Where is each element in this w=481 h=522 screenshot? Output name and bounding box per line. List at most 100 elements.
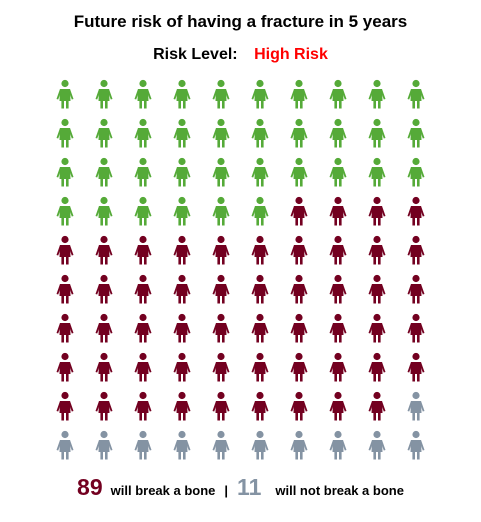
person-icon xyxy=(329,235,347,265)
person-icon xyxy=(212,352,230,382)
person-icon xyxy=(134,196,152,226)
person-icon xyxy=(290,118,308,148)
person-icon xyxy=(251,235,269,265)
person-icon xyxy=(368,274,386,304)
person-icon xyxy=(56,196,74,226)
person-icon xyxy=(173,352,191,382)
person-icon xyxy=(56,235,74,265)
person-icon xyxy=(134,79,152,109)
risk-level: Risk Level: High Risk xyxy=(0,46,481,64)
person-icon xyxy=(212,235,230,265)
no-break-label: will not break a bone xyxy=(275,483,404,498)
person-icon xyxy=(329,430,347,460)
person-icon xyxy=(329,313,347,343)
person-icon xyxy=(368,430,386,460)
person-icon xyxy=(212,391,230,421)
person-icon xyxy=(212,313,230,343)
person-icon xyxy=(95,313,113,343)
no-break-count: 11 xyxy=(237,474,262,500)
person-icon xyxy=(134,430,152,460)
person-icon xyxy=(251,196,269,226)
risk-level-label: Risk Level: xyxy=(153,46,238,63)
person-icon xyxy=(251,352,269,382)
person-icon xyxy=(251,430,269,460)
person-icon xyxy=(368,118,386,148)
person-icon xyxy=(290,313,308,343)
person-icon xyxy=(56,157,74,187)
person-icon xyxy=(212,118,230,148)
person-icon xyxy=(368,352,386,382)
person-icon xyxy=(290,352,308,382)
person-icon xyxy=(407,313,425,343)
person-icon xyxy=(407,430,425,460)
person-icon xyxy=(290,157,308,187)
person-icon xyxy=(407,352,425,382)
person-icon xyxy=(173,430,191,460)
person-icon xyxy=(329,391,347,421)
person-icon xyxy=(134,391,152,421)
person-icon xyxy=(407,118,425,148)
person-icon xyxy=(407,157,425,187)
person-icon xyxy=(212,196,230,226)
person-icon xyxy=(95,274,113,304)
person-icon xyxy=(368,196,386,226)
person-icon xyxy=(368,391,386,421)
person-icon xyxy=(95,235,113,265)
person-icon xyxy=(329,118,347,148)
person-icon xyxy=(290,391,308,421)
person-icon xyxy=(134,118,152,148)
person-icon xyxy=(56,430,74,460)
person-icon xyxy=(290,196,308,226)
person-icon xyxy=(407,196,425,226)
person-icon xyxy=(95,352,113,382)
summary-footer: 89 will break a bone | 11 will not break… xyxy=(0,474,481,501)
separator: | xyxy=(224,483,229,498)
person-icon xyxy=(134,274,152,304)
person-icon xyxy=(56,79,74,109)
person-icon xyxy=(134,313,152,343)
person-icon xyxy=(56,352,74,382)
person-icon xyxy=(329,79,347,109)
person-icon xyxy=(368,235,386,265)
person-icon xyxy=(212,430,230,460)
person-icon xyxy=(329,352,347,382)
person-icon xyxy=(95,157,113,187)
person-icon xyxy=(95,196,113,226)
person-icon xyxy=(212,274,230,304)
person-icon xyxy=(56,313,74,343)
person-icon xyxy=(329,196,347,226)
person-icon xyxy=(212,79,230,109)
person-icon xyxy=(251,313,269,343)
break-label: will break a bone xyxy=(110,483,216,498)
person-icon xyxy=(290,274,308,304)
person-icon xyxy=(251,118,269,148)
person-icon xyxy=(173,196,191,226)
person-icon xyxy=(173,391,191,421)
person-icon xyxy=(173,118,191,148)
person-icon xyxy=(251,391,269,421)
person-icon xyxy=(56,118,74,148)
person-icon xyxy=(95,118,113,148)
person-icon xyxy=(251,274,269,304)
person-icon xyxy=(407,79,425,109)
person-icon xyxy=(329,274,347,304)
person-icon xyxy=(368,79,386,109)
person-icon xyxy=(290,235,308,265)
person-icon xyxy=(95,391,113,421)
person-icon xyxy=(329,157,347,187)
person-icon xyxy=(368,313,386,343)
person-icon xyxy=(173,274,191,304)
person-icon xyxy=(407,235,425,265)
person-icon xyxy=(134,352,152,382)
person-icon xyxy=(212,157,230,187)
person-icon xyxy=(368,157,386,187)
person-icon xyxy=(173,313,191,343)
person-icon xyxy=(290,430,308,460)
chart-title: Future risk of having a fracture in 5 ye… xyxy=(73,12,408,31)
person-icon xyxy=(251,79,269,109)
break-count: 89 xyxy=(77,474,103,500)
person-icon xyxy=(251,157,269,187)
person-icon xyxy=(407,391,425,421)
